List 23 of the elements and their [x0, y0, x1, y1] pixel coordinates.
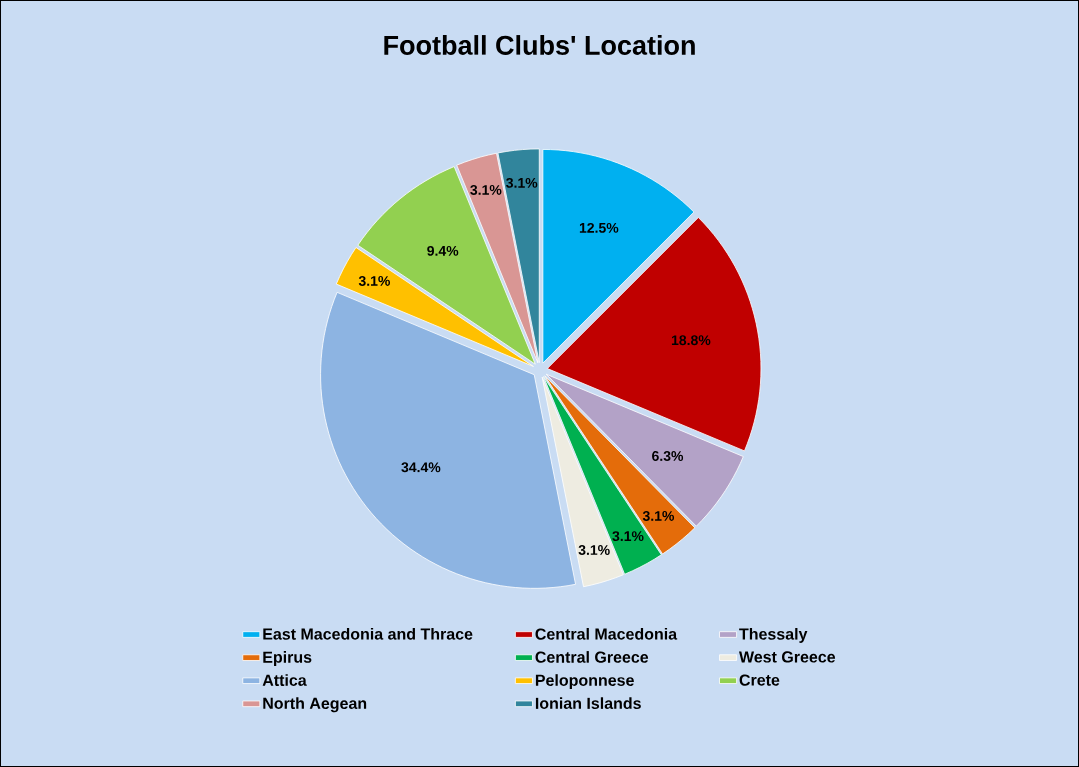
data-label: 6.3%: [652, 451, 684, 461]
legend-label: North Aegean: [263, 697, 367, 713]
legend-label: Ionian Islands: [535, 697, 641, 710]
data-label: 12.5%: [579, 222, 619, 233]
data-label: 3.1%: [612, 531, 644, 542]
data-label: 3.1%: [470, 184, 502, 195]
chart-title: Football Clubs' Location: [384, 35, 695, 55]
data-label: 3.1%: [506, 177, 538, 188]
legend-label: Epirus: [263, 651, 312, 666]
legend-label: East Macedonia and Thrace: [263, 627, 473, 640]
legend-label: Attica: [262, 674, 307, 686]
data-label: 3.1%: [358, 275, 390, 286]
data-label: 9.4%: [427, 245, 459, 256]
legend-label: Peloponnese: [535, 674, 634, 690]
legend-label: Central Greece: [535, 651, 649, 663]
legend-label: Thessaly: [739, 627, 808, 643]
legend-label: Crete: [739, 674, 780, 686]
data-label: 18.8%: [671, 335, 711, 346]
legend-label: West Greece: [739, 651, 836, 663]
legend-label: Central Macedonia: [535, 627, 678, 640]
data-label: 3.1%: [578, 545, 610, 555]
data-label: 34.4%: [401, 462, 441, 473]
data-label: 3.1%: [642, 510, 675, 521]
